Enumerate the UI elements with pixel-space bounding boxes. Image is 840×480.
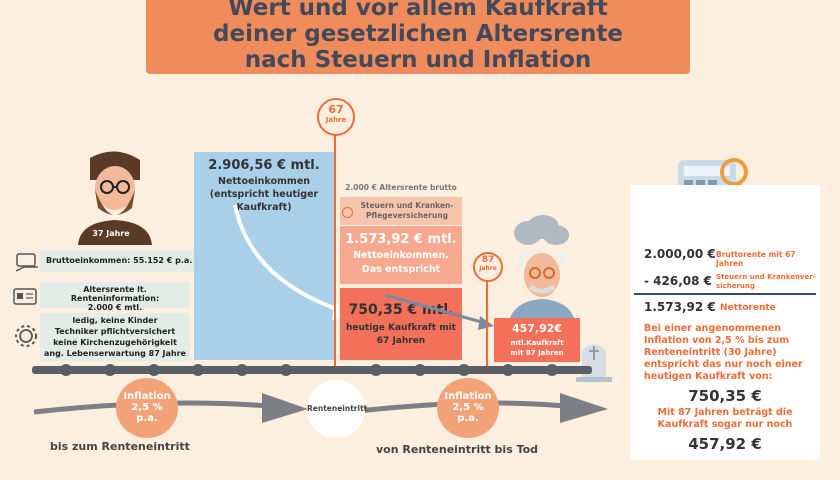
income-tag: Bruttoeinkommen: 55.152 € p.a. bbox=[40, 250, 196, 272]
old-age-label-2: mit 87 Jahren bbox=[510, 349, 564, 357]
age-87-line bbox=[486, 272, 488, 368]
gross-pension-label: 2.000 € Altersrente brutto bbox=[345, 183, 457, 192]
net-pension-label-1: Nettoeinkommen. bbox=[353, 250, 449, 261]
minus-icon bbox=[342, 207, 353, 218]
tax-label-1: Steuern und Kranken- bbox=[360, 201, 454, 210]
small-arrow-icon bbox=[384, 293, 494, 330]
net-pension-amount: 1.573,92 € mtl. bbox=[345, 232, 457, 247]
old-age-amount: 457,92€ bbox=[511, 322, 563, 335]
summary-gross-note: Bruttorente mit 67 Jahren bbox=[716, 250, 796, 268]
summary-net-note: Nettorente bbox=[720, 303, 776, 313]
summary-panel: 2.000,00 € Bruttorente mit 67 Jahren - 4… bbox=[630, 185, 820, 460]
inflation-right-2: 2,5 % bbox=[452, 402, 484, 413]
age-67-unit: Jahre bbox=[325, 116, 347, 124]
summary-para1-4: entspricht das nur noch einer bbox=[644, 359, 803, 370]
age-87-number: 87 bbox=[481, 255, 495, 265]
title-line-1: Wert und vor allem Kaufkraft bbox=[228, 0, 608, 21]
title-line-3: nach Steuern und Inflation bbox=[244, 47, 592, 73]
tax-label-2: Pflegeversicherung bbox=[366, 211, 448, 220]
pension-info-line-1: Altersrente lt. Renteninformation: bbox=[70, 285, 160, 303]
timeline-dots bbox=[60, 364, 558, 376]
summary-para2-1: Mit 87 Jahren beträgt die bbox=[657, 407, 793, 418]
summary-gross-value: 2.000,00 € bbox=[644, 247, 716, 261]
summary-para1-1: Bei einer angenommenen bbox=[644, 323, 782, 334]
person-avatar-icon bbox=[78, 151, 152, 245]
income-label: Bruttoeinkommen: 55.152 € p.a. bbox=[46, 256, 193, 265]
inflation-right-1: Inflation bbox=[444, 391, 492, 402]
tax-block: Steuern und Kranken- Pflegeversicherung bbox=[340, 197, 462, 225]
right-caption: von Renteneintritt bis Tod bbox=[376, 443, 539, 456]
left-caption: bis zum Renteneintritt bbox=[50, 440, 190, 453]
summary-value-1: 750,35 € bbox=[688, 387, 762, 405]
net-income-label-2: (entspricht heutiger bbox=[209, 189, 319, 200]
summary-divider bbox=[634, 293, 816, 295]
net-pension-label-2: Das entspricht bbox=[361, 264, 441, 275]
old-age-label-1: mtl.Kaufkraft bbox=[510, 339, 564, 347]
wallet-icon bbox=[15, 253, 38, 272]
summary-deduct-note-2: sicherung bbox=[716, 282, 755, 290]
inflation-left-3: p.a. bbox=[136, 413, 158, 424]
assumptions-tag: ledig, keine Kinder Techniker pflichtver… bbox=[40, 313, 190, 361]
age-67-marker: 67 Jahre bbox=[317, 98, 355, 136]
net-pension-block: 1.573,92 € mtl. Nettoeinkommen. Das ents… bbox=[340, 226, 462, 284]
age-67-line bbox=[334, 128, 336, 368]
net-income-amount: 2.906,56 € mtl. bbox=[208, 158, 320, 173]
summary-net-value: 1.573,92 € bbox=[644, 300, 716, 314]
summary-para2-2: Kaufkraft sogar nur noch bbox=[657, 419, 793, 430]
age-87-unit: Jahre bbox=[479, 265, 497, 272]
retirement-label: Renteneintritt bbox=[307, 404, 368, 413]
net-income-label-1: Nettoeinkommen bbox=[217, 176, 311, 187]
inflation-badge-right: Inflation 2,5 % p.a. bbox=[437, 378, 499, 438]
gear-icon bbox=[15, 325, 37, 347]
title-line-2: deiner gesetzlichen Altersrente bbox=[213, 21, 623, 47]
net-income-bar: 2.906,56 € mtl. Nettoeinkommen (entspric… bbox=[194, 152, 334, 360]
timeline-bar bbox=[32, 366, 592, 374]
summary-para1-2: Inflation von 2,5 % bis zum bbox=[644, 335, 790, 346]
inflation-left-2: 2,5 % bbox=[131, 402, 163, 413]
inflation-right-3: p.a. bbox=[457, 413, 479, 424]
assumption-2: Techniker pflichtversichert bbox=[54, 327, 176, 336]
title-banner: Wert und vor allem Kaufkraft deiner gese… bbox=[146, 0, 690, 74]
real-value-label-1: heutige Kaufkraft mit bbox=[346, 323, 456, 333]
id-card-icon bbox=[13, 288, 37, 305]
real-value-label-2: 67 Jahren bbox=[376, 336, 426, 346]
net-income-label-3: Kaufkraft) bbox=[236, 202, 292, 213]
summary-deduct-value: - 426,08 € bbox=[644, 274, 712, 288]
summary-para1-5: heutigen Kaufkraft von: bbox=[644, 371, 773, 382]
old-person-icon bbox=[508, 215, 576, 325]
summary-deduct-note-1: Steuern und Krankenver- bbox=[716, 273, 816, 281]
assumption-4: ang. Lebenserwartung 87 Jahre bbox=[44, 349, 186, 358]
summary-para1-3: Renteneintritt (30 Jahre) bbox=[644, 347, 777, 358]
pension-info-line-2: 2.000 € mtl. bbox=[87, 303, 143, 312]
retirement-circle: Renteneintritt bbox=[307, 380, 368, 438]
person-age-label: 37 Jahre bbox=[92, 229, 130, 238]
age-87-marker: 87 Jahre bbox=[473, 252, 503, 282]
old-age-box: 457,92€ mtl.Kaufkraft mit 87 Jahren bbox=[494, 318, 580, 362]
inflation-left-1: Inflation bbox=[123, 391, 171, 402]
summary-value-2: 457,92 € bbox=[688, 435, 762, 453]
assumption-3: keine Kirchenzugehörigkeit bbox=[53, 338, 177, 347]
assumption-1: ledig, keine Kinder bbox=[72, 316, 158, 325]
inflation-badge-left: Inflation 2,5 % p.a. bbox=[116, 378, 178, 438]
age-67-number: 67 bbox=[328, 103, 344, 116]
pension-info-tag: Altersrente lt. Renteninformation: 2.000… bbox=[40, 282, 190, 312]
